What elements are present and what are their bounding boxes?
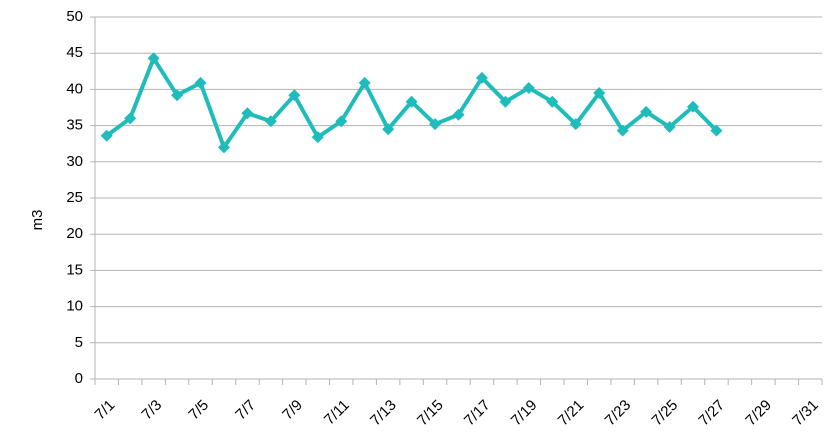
point-marker (382, 123, 395, 136)
x-tick-label: 7/5 (185, 397, 212, 424)
point-marker (147, 52, 160, 65)
x-tick-label: 7/13 (367, 397, 400, 430)
y-tick-label: 10 (66, 298, 83, 315)
point-marker (452, 108, 465, 121)
point-marker (546, 95, 559, 108)
y-tick-label: 0 (75, 370, 83, 387)
point-marker (194, 76, 207, 89)
point-marker (100, 129, 113, 142)
point-marker (593, 87, 606, 100)
point-marker (124, 112, 137, 125)
point-marker (522, 81, 535, 94)
x-tick-label: 7/17 (461, 397, 494, 430)
point-marker (264, 115, 277, 128)
point-marker (475, 71, 488, 84)
point-marker (335, 115, 348, 128)
y-axis-label: m3 (29, 210, 46, 231)
x-tick-label: 7/27 (695, 397, 728, 430)
x-tick-label: 7/11 (321, 397, 353, 429)
y-tick-label: 50 (66, 8, 83, 25)
point-marker (217, 141, 230, 154)
point-marker (358, 76, 371, 89)
y-tick-label: 45 (66, 44, 83, 61)
x-tick-label: 7/15 (414, 397, 447, 430)
y-tick-label: 15 (66, 261, 83, 278)
point-marker (499, 95, 512, 108)
point-marker (429, 118, 442, 131)
y-tick-label: 30 (66, 153, 83, 170)
x-tick-label: 7/7 (232, 397, 259, 424)
y-tick-label: 25 (66, 189, 83, 206)
point-marker (171, 89, 184, 102)
point-marker (687, 100, 700, 113)
point-marker (288, 89, 301, 102)
point-marker (241, 107, 254, 120)
x-tick-label: 7/31 (789, 397, 822, 430)
point-marker (710, 124, 723, 137)
x-tick-label: 7/21 (555, 397, 588, 430)
x-tick-label: 7/3 (138, 397, 165, 424)
x-tick-label: 7/23 (602, 397, 635, 430)
x-tick-label: 7/29 (742, 397, 775, 430)
x-tick-label: 7/19 (508, 397, 541, 430)
y-tick-label: 20 (66, 225, 83, 242)
point-marker (663, 121, 676, 134)
y-tick-label: 40 (66, 80, 83, 97)
point-marker (405, 95, 418, 108)
x-tick-label: 7/1 (92, 397, 119, 424)
point-marker (311, 131, 324, 144)
point-marker (640, 105, 653, 118)
point-marker (569, 118, 582, 131)
x-tick-label: 7/9 (279, 397, 306, 424)
x-tick-label: 7/25 (649, 397, 682, 430)
y-tick-label: 35 (66, 117, 83, 134)
y-tick-label: 5 (75, 334, 83, 351)
point-marker (616, 124, 629, 137)
